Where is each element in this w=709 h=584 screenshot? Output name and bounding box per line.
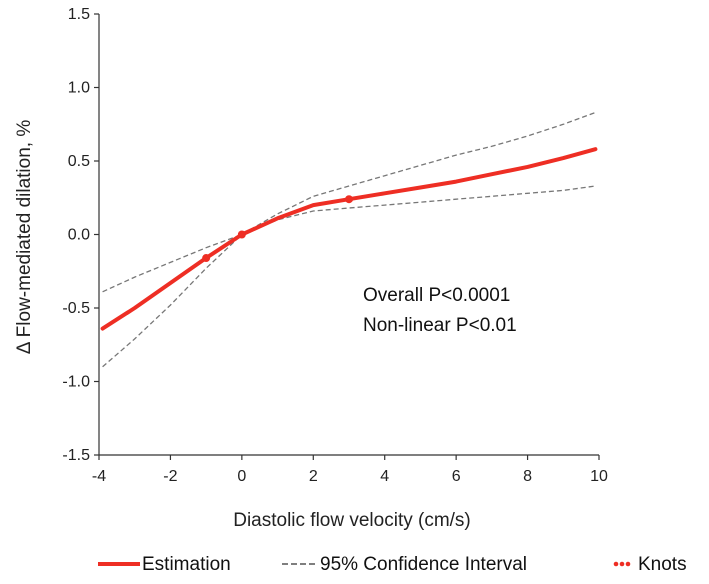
axes: -4 -2 0 2 4 6 8 10 1.5 1.0 0.5 0.0 -0.5 -1.0 -1.5 <box>62 6 608 485</box>
legend-estimation-label: Estimation <box>142 554 231 575</box>
y-tick-label: 0.5 <box>68 153 90 170</box>
knot-point <box>202 254 211 263</box>
x-tick-label: 2 <box>309 468 318 485</box>
legend-knots-swatch <box>619 561 625 567</box>
legend-knots-label: Knots <box>638 554 687 575</box>
x-tick-label: 8 <box>523 468 532 485</box>
y-tick-label: 1.0 <box>68 80 90 97</box>
legend-ci-label: 95% Confidence Interval <box>320 554 527 575</box>
ci-upper-line <box>102 111 596 293</box>
y-tick-label: 1.5 <box>68 6 90 23</box>
x-tick-label: 0 <box>237 468 246 485</box>
x-tick-label: -4 <box>92 468 106 485</box>
x-tick-label: 4 <box>380 468 389 485</box>
estimation-line <box>100 147 598 331</box>
legend: Estimation 95% Confidence Interval Knots <box>98 554 687 575</box>
y-axis-title: Δ Flow-mediated dilation, % <box>14 120 35 355</box>
legend-knots-swatch <box>625 561 631 567</box>
x-tick-label: 10 <box>590 468 608 485</box>
y-tick-label: -0.5 <box>62 300 90 317</box>
x-tick-label: 6 <box>452 468 461 485</box>
knot-point <box>345 195 353 204</box>
annotation-overall-p: Overall P<0.0001 <box>363 285 510 306</box>
y-tick-label: -1.0 <box>62 374 90 391</box>
annotation-nonlinear-p: Non-linear P<0.01 <box>363 315 517 336</box>
legend-knots-swatch <box>613 561 619 567</box>
plot-area <box>100 111 598 368</box>
y-tick-label: -1.5 <box>62 447 90 464</box>
y-tick-label: 0.0 <box>68 227 90 244</box>
ci-lower-line <box>102 185 596 368</box>
x-axis-title: Diastolic flow velocity (cm/s) <box>233 510 471 531</box>
x-tick-label: -2 <box>163 468 177 485</box>
knot-point <box>237 230 246 239</box>
